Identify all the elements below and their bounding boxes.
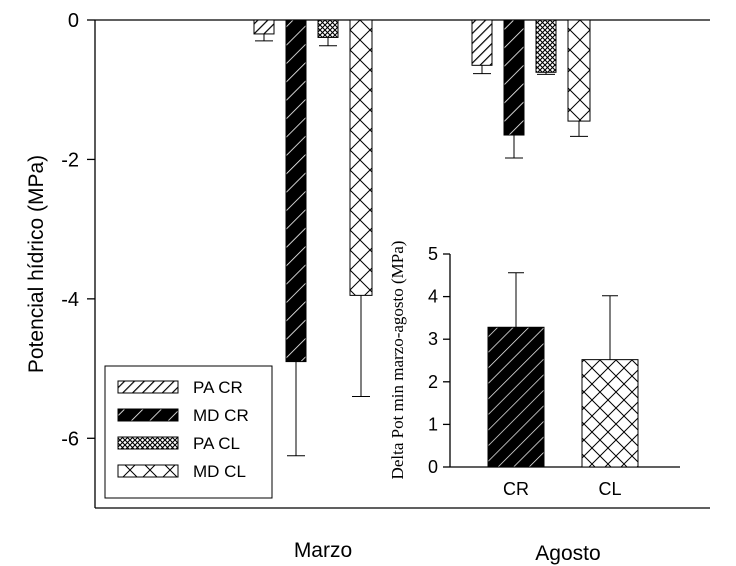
bar-md-cl-marzo [349, 19, 373, 296]
inset-category-label-cl: CL [598, 479, 621, 499]
main-y-ticks: 0 -2 -4 -6 [61, 10, 95, 450]
legend-label-md-cr: MD CR [193, 406, 249, 425]
legend-swatch-pa-cr [117, 380, 179, 394]
inset-y-tick-label-2: 2 [428, 372, 438, 392]
legend-label-pa-cl: PA CL [193, 434, 240, 453]
main-plot: 0 -2 -4 -6 Potencial hídrico (MPa) Marzo Ag… [25, 10, 710, 565]
legend-swatch-md-cr [117, 408, 179, 422]
inset-y-tick-label-0: 0 [428, 457, 438, 477]
main-bars [253, 19, 591, 457]
inset-y-tick-label-4: 4 [428, 287, 438, 307]
legend: PA CR MD CR PA CL MD CL [104, 365, 273, 499]
bar-md-cl-agosto [567, 19, 591, 122]
inset-y-tick-label-5: 5 [428, 244, 438, 264]
inset-y-tick-label-3: 3 [428, 329, 438, 349]
bar-md-cr-agosto [503, 19, 525, 136]
legend-label-md-cl: MD CL [193, 462, 246, 481]
main-y-tick-label-0: 0 [68, 10, 79, 32]
bar-md-cr-marzo [285, 19, 307, 363]
inset-bars [487, 272, 639, 468]
inset-y-axis-label: Delta Pot min marzo-agosto (MPa) [388, 241, 407, 480]
bar-pa-cr-agosto [471, 19, 493, 66]
main-y-axis-label: Potencial hídrico (MPa) [25, 155, 48, 373]
inset-bar-cr [487, 326, 545, 468]
bar-pa-cl-marzo [317, 19, 339, 38]
category-label-agosto: Agosto [535, 542, 600, 565]
bar-pa-cr-marzo [253, 19, 275, 35]
main-y-tick-label-2: -4 [61, 289, 79, 311]
main-y-tick-label-1: -2 [61, 149, 79, 171]
inset-y-tick-label-1: 1 [428, 414, 438, 434]
inset-bar-cl [581, 359, 639, 468]
inset-category-label-cr: CR [503, 479, 529, 499]
category-label-marzo: Marzo [294, 539, 352, 562]
legend-swatch-md-cl [117, 464, 179, 478]
legend-swatch-pa-cl [117, 436, 179, 450]
bar-pa-cl-agosto [535, 19, 557, 73]
main-y-tick-label-3: -6 [61, 428, 79, 450]
legend-label-pa-cr: PA CR [193, 378, 243, 397]
inset-y-ticks: 0 1 2 3 4 5 [428, 244, 450, 477]
